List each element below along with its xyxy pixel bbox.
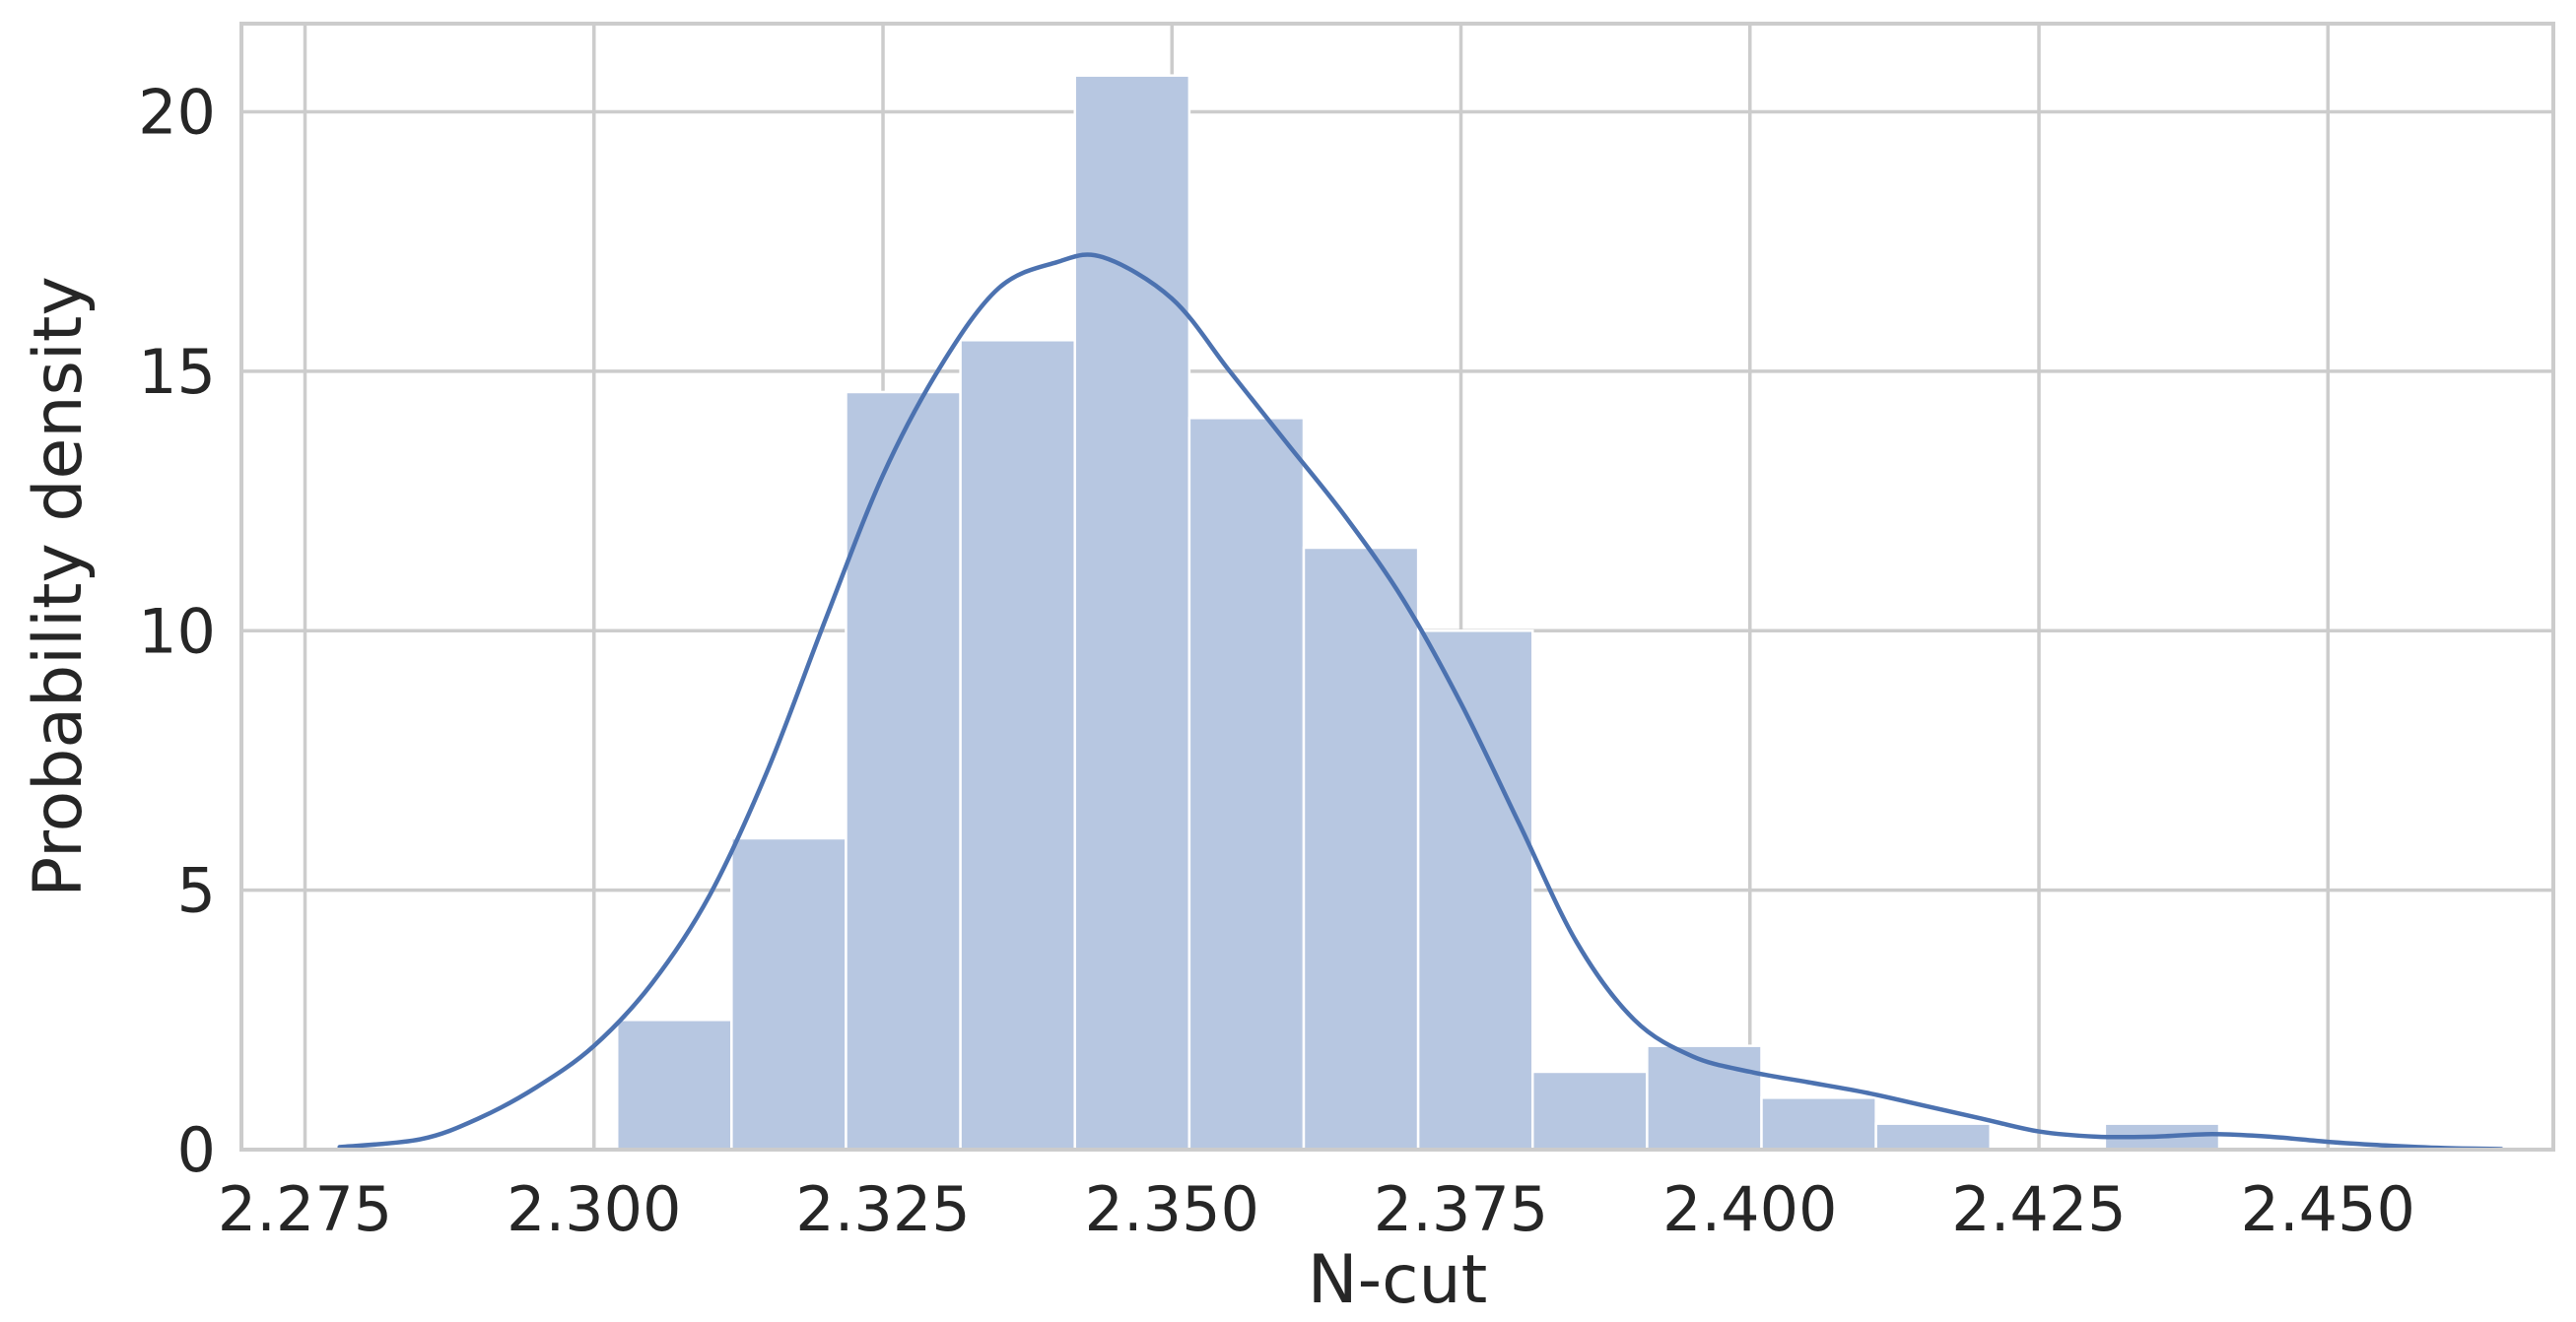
x-tick-label: 2.425: [1951, 1173, 2127, 1245]
histogram-bar: [845, 390, 962, 1152]
histogram-bar: [615, 1019, 733, 1152]
x-tick-label: 2.400: [1662, 1173, 1838, 1245]
x-axis-label: N-cut: [1308, 1241, 1488, 1319]
histogram-bar: [1302, 546, 1420, 1152]
y-tick-label: 15: [138, 336, 216, 408]
histogram-bar: [1416, 629, 1534, 1152]
histogram-bar: [959, 339, 1076, 1152]
x-tick-label: 2.350: [1085, 1173, 1260, 1245]
x-tick-label: 2.300: [507, 1173, 682, 1245]
histogram-bar: [1760, 1096, 1877, 1152]
x-tick-label: 2.450: [2241, 1173, 2416, 1245]
histogram-bar: [1874, 1122, 1992, 1152]
x-tick-label: 2.375: [1374, 1173, 1549, 1245]
y-tick-label: 5: [177, 855, 216, 927]
x-tick-labels: 2.275 2.300 2.325 2.350 2.375 2.400 2.425 2.450: [218, 1173, 2415, 1245]
histogram-bar: [1187, 417, 1306, 1152]
x-tick-label: 2.275: [218, 1173, 393, 1245]
histogram-bar: [1530, 1070, 1649, 1152]
y-tick-labels: 0 5 10 15 20: [138, 77, 216, 1186]
y-tick-label: 20: [138, 77, 216, 149]
kde-curve: [337, 252, 2504, 1152]
y-tick-label: 0: [177, 1114, 216, 1186]
histogram-bars: [615, 74, 2221, 1152]
y-tick-label: 10: [138, 595, 216, 667]
histogram-bar: [1073, 74, 1191, 1152]
x-tick-label: 2.325: [795, 1173, 971, 1245]
plot-frame: [239, 22, 2555, 1152]
y-axis-label: Probability density: [20, 276, 98, 896]
histogram-bar: [730, 836, 847, 1152]
